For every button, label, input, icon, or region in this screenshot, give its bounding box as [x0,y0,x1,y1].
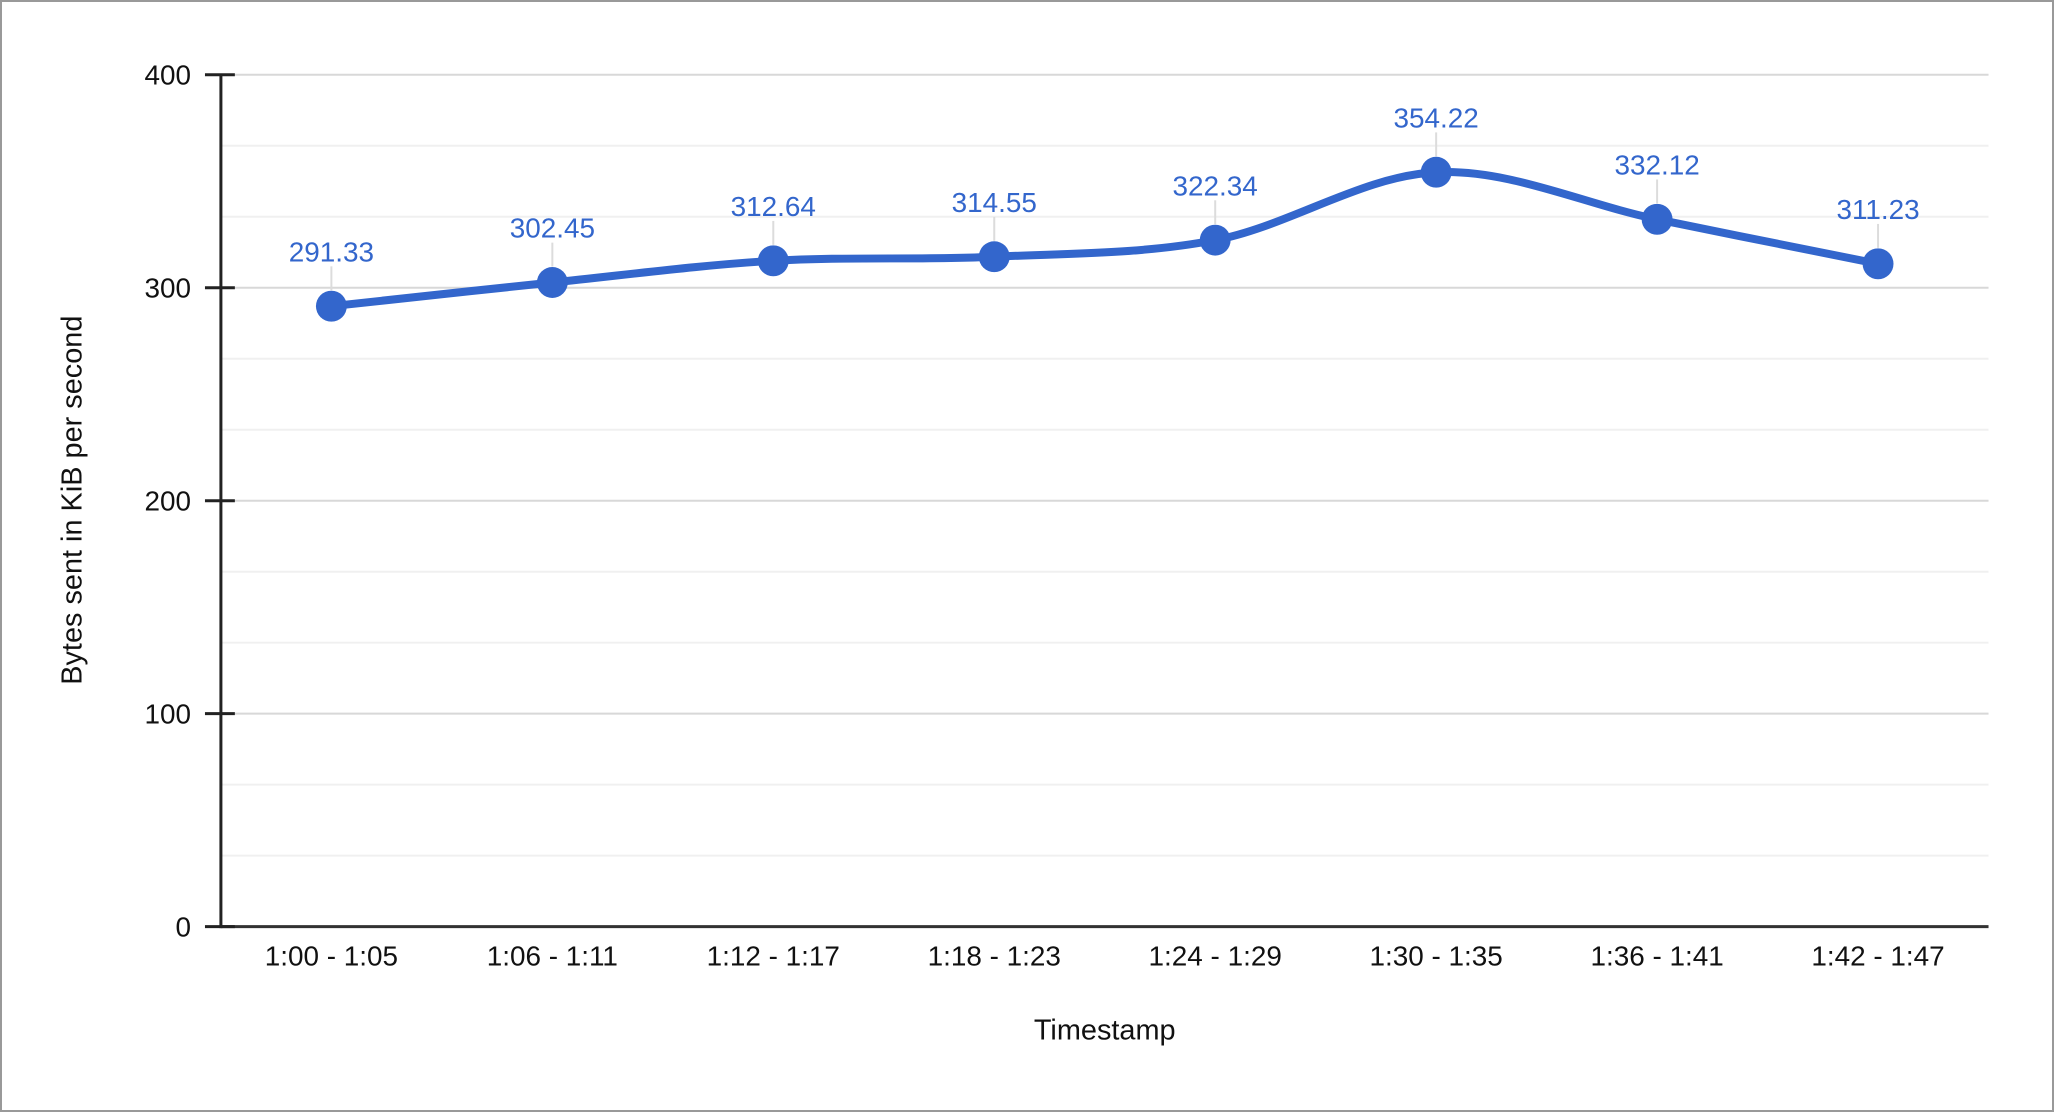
data-point-label: 332.12 [1614,149,1699,180]
data-point-label: 322.34 [1173,170,1258,201]
x-tick-label: 1:12 - 1:17 [707,941,840,972]
data-point-marker[interactable] [1199,224,1231,256]
series-layer [315,156,1894,322]
series-line [327,168,1883,311]
y-axis-title: Bytes sent in KiB per second [56,316,88,685]
data-point-marker[interactable] [536,267,568,298]
x-tick-label: 1:06 - 1:11 [487,941,618,972]
y-tick-label: 400 [145,60,192,91]
y-tick-label: 100 [145,699,192,730]
data-point-label: 312.64 [731,191,816,222]
data-point-label: 311.23 [1836,194,1919,225]
y-tick-label: 300 [145,273,192,304]
x-tick-label: 1:00 - 1:05 [265,941,398,972]
x-tick-label: 1:24 - 1:29 [1149,941,1282,972]
y-tick-label: 0 [176,912,192,943]
data-point-marker[interactable] [315,290,347,322]
x-tick-label: 1:42 - 1:47 [1811,941,1944,972]
x-axis-title: Timestamp [1034,1014,1176,1046]
data-point-marker[interactable] [1862,248,1894,280]
x-tick-label: 1:18 - 1:23 [928,941,1061,972]
data-point-label: 314.55 [952,187,1037,218]
y-tick-label: 200 [145,486,192,517]
data-point-label: 291.33 [289,236,374,267]
data-point-marker[interactable] [1641,203,1673,235]
x-tick-label: 1:30 - 1:35 [1370,941,1503,972]
data-point-label: 302.45 [510,213,595,244]
labels-layer: 291.33 302.45 312.64 314.55 322.34 354.22 332.… [289,102,1920,291]
x-tick-label: 1:36 - 1:41 [1590,941,1723,972]
gridlines-layer [220,73,1989,929]
data-point-marker[interactable] [1420,156,1452,188]
data-point-marker[interactable] [978,241,1010,273]
data-point-marker[interactable] [757,245,789,277]
data-point-label: 354.22 [1394,102,1479,133]
axes-layer: 0 100 200 300 400 1:00 - 1:05 1:06 - 1:11 1:12 … [145,60,1945,972]
